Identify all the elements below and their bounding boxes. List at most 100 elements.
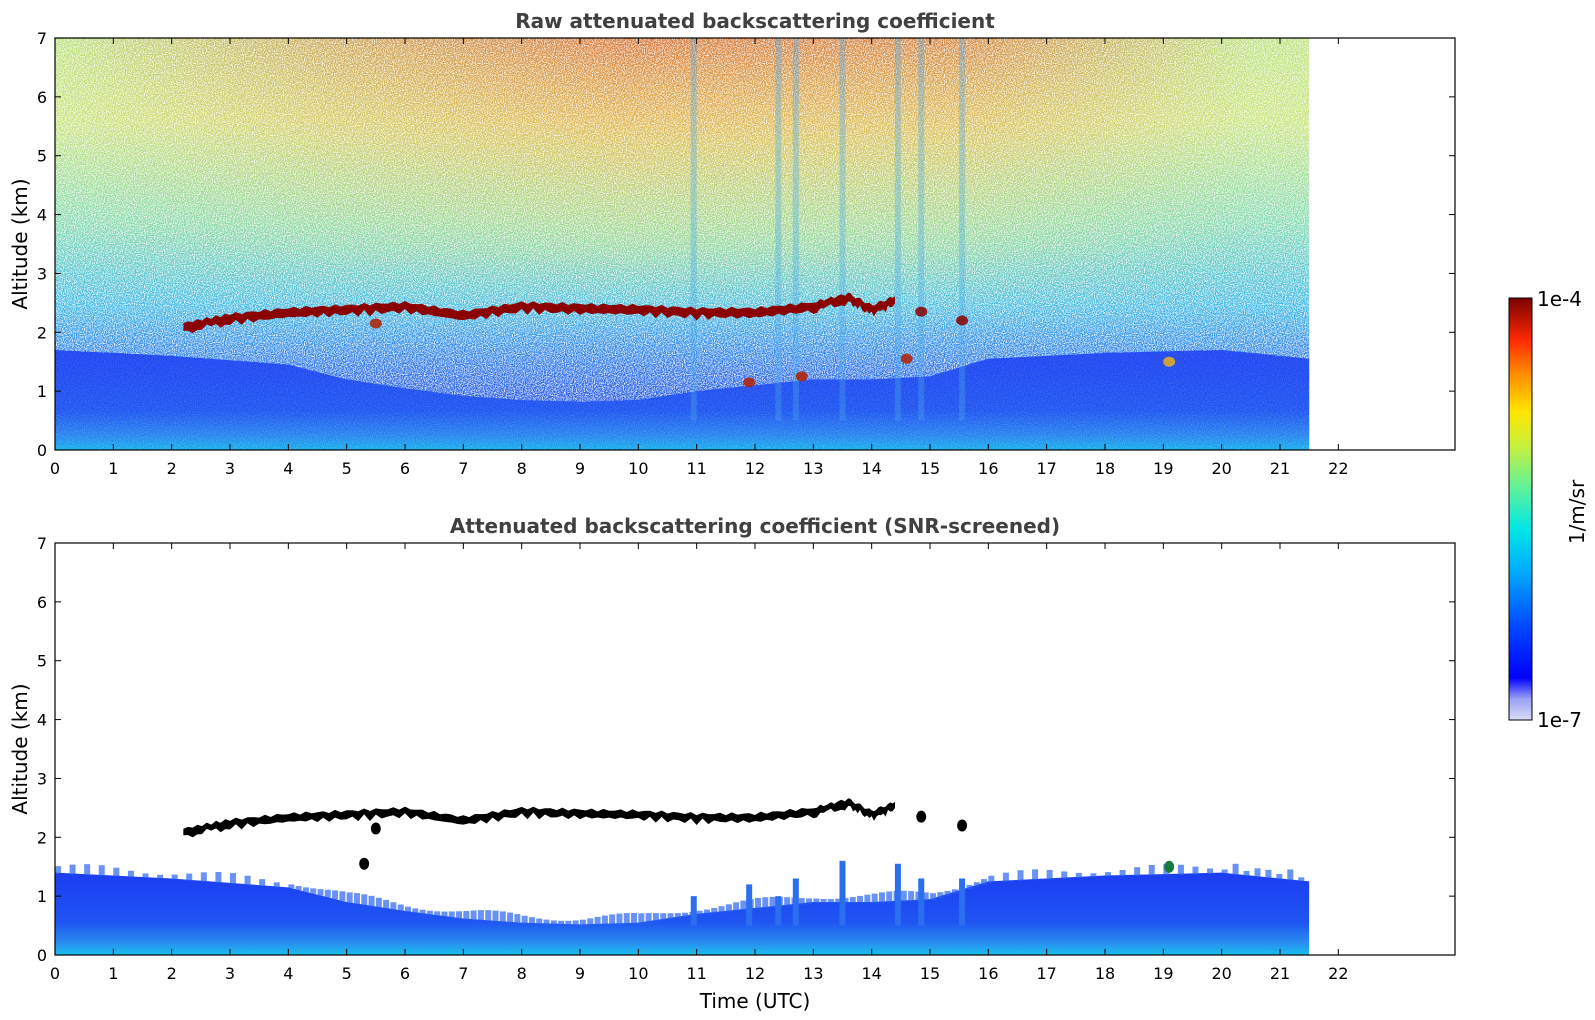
edge-fuzz	[514, 914, 521, 924]
x-tick-label: 21	[1270, 964, 1290, 983]
x-tick-label: 11	[686, 459, 706, 478]
x-tick-label: 16	[978, 459, 998, 478]
edge-fuzz	[703, 909, 710, 915]
edge-fuzz	[1148, 864, 1155, 876]
edge-fuzz	[587, 918, 594, 926]
edge-fuzz	[820, 898, 827, 904]
chart-title-bottom: Attenuated backscattering coefficient (S…	[450, 514, 1060, 538]
edge-fuzz	[827, 899, 834, 904]
screened-streak	[839, 860, 846, 926]
edge-fuzz	[660, 913, 667, 921]
isolated-cloud-features	[369, 306, 1176, 388]
edge-fuzz	[434, 911, 441, 916]
edge-fuzz	[536, 918, 543, 925]
x-tick-label: 10	[628, 964, 648, 983]
boundary-layer-screened	[55, 872, 1310, 955]
edge-fuzz	[273, 882, 280, 888]
x-tick-label: 20	[1211, 459, 1231, 478]
edge-fuzz	[361, 894, 368, 906]
x-tick-label: 6	[400, 964, 410, 983]
edge-fuzz	[485, 910, 492, 922]
edge-fuzz	[1105, 872, 1111, 877]
x-tick-label: 9	[575, 459, 585, 478]
y-tick-label: 2	[37, 828, 47, 847]
edge-fuzz	[397, 904, 404, 911]
x-tick-label: 22	[1328, 964, 1348, 983]
edge-fuzz	[288, 884, 295, 889]
screened-streak	[959, 878, 966, 926]
vertical-streaks	[690, 38, 966, 421]
edge-fuzz	[973, 882, 980, 887]
edge-fuzz	[521, 915, 528, 924]
colorbar-min-label: 1e-7	[1537, 708, 1582, 732]
y-tick-label: 6	[37, 88, 47, 107]
edge-fuzz	[200, 872, 207, 882]
edge-fuzz	[908, 891, 915, 902]
y-axis-label-bottom: Altitude (km)	[8, 683, 32, 814]
edge-fuzz	[755, 897, 761, 909]
edge-fuzz	[711, 907, 718, 914]
x-tick-label: 10	[628, 459, 648, 478]
edge-fuzz	[419, 909, 426, 914]
edge-fuzz	[580, 919, 586, 926]
edge-fuzz	[1046, 869, 1053, 880]
x-tick-label: 6	[400, 459, 410, 478]
y-tick-label: 2	[37, 323, 47, 342]
noise-streak	[775, 38, 782, 421]
edge-fuzz	[784, 897, 791, 906]
y-axis-label-top: Altitude (km)	[8, 178, 32, 309]
edge-fuzz	[368, 895, 375, 907]
edge-fuzz	[558, 920, 565, 925]
x-tick-label: 15	[920, 459, 940, 478]
x-tick-label: 12	[745, 459, 765, 478]
edge-fuzz	[1221, 869, 1228, 874]
edge-fuzz	[652, 913, 659, 922]
y-tick-label: 1	[37, 382, 47, 401]
edge-fuzz	[1002, 872, 1009, 882]
edge-fuzz	[857, 895, 864, 904]
edge-fuzz	[762, 897, 769, 909]
y-tick-label: 0	[37, 441, 47, 460]
noise-streak	[792, 38, 799, 421]
edge-fuzz	[806, 898, 813, 904]
x-tick-label: 21	[1270, 459, 1290, 478]
cloud-layer-raw	[183, 292, 896, 333]
screened-streak	[894, 863, 901, 926]
y-tick-label: 3	[37, 264, 47, 283]
colorbar-max-label: 1e-4	[1537, 287, 1582, 311]
y-tick-label: 1	[37, 887, 47, 906]
edge-fuzz	[1232, 863, 1239, 875]
edge-fuzz	[1032, 869, 1039, 881]
plot-area-bottom	[55, 798, 1310, 955]
ticks-bottom: 0 1 2 3 4 5 6 7 8 9 10 11 12 13 14 15 16 17 18 19 20 21 220123…	[37, 534, 1455, 983]
edge-fuzz	[1061, 871, 1068, 879]
edge-fuzz	[1119, 869, 1126, 877]
edge-fuzz	[543, 919, 550, 925]
edge-fuzz	[769, 896, 776, 908]
cloud-fragment	[795, 371, 808, 382]
edge-fuzz	[1243, 870, 1250, 876]
edge-fuzz	[302, 887, 309, 892]
y-tick-label: 4	[37, 206, 47, 225]
edge-fuzz	[113, 867, 120, 877]
edge-fuzz	[441, 911, 448, 917]
x-tick-label: 1	[108, 459, 118, 478]
edge-fuzz	[1287, 869, 1294, 881]
edge-fuzz	[492, 910, 499, 922]
boundary-layer-edge-fuzz	[55, 863, 1305, 926]
x-tick-label: 7	[458, 459, 468, 478]
edge-fuzz	[339, 891, 346, 902]
x-tick-label: 2	[167, 459, 177, 478]
edge-fuzz	[456, 911, 463, 919]
cloud-fragment	[915, 306, 928, 317]
edge-fuzz	[507, 912, 514, 923]
edge-fuzz	[390, 902, 397, 910]
x-tick-label: 2	[167, 964, 177, 983]
cloud-fragment	[916, 810, 927, 823]
edge-fuzz	[324, 889, 331, 898]
x-tick-label: 8	[517, 459, 527, 478]
edge-fuzz	[930, 893, 936, 901]
edge-fuzz	[609, 914, 616, 925]
edge-fuzz	[981, 879, 988, 885]
